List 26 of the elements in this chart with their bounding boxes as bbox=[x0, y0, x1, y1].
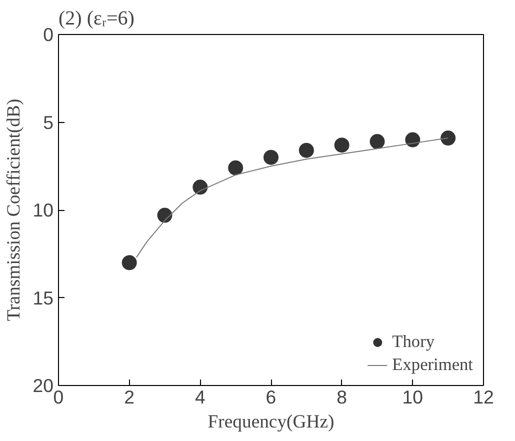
point bbox=[440, 130, 456, 146]
y-tick-label: 10 bbox=[32, 200, 54, 220]
x-axis-title: Frequency(GHz) bbox=[208, 412, 334, 432]
chart-title: (2) (εᵣ=6) bbox=[58, 8, 134, 30]
x-tick-label: 4 bbox=[194, 386, 206, 408]
y-tick-label: 5 bbox=[43, 112, 54, 133]
point bbox=[228, 160, 244, 176]
point bbox=[157, 208, 172, 223]
y-tick-label: 15 bbox=[32, 287, 54, 308]
legend-label: Experiment bbox=[392, 355, 473, 375]
point bbox=[122, 255, 137, 270]
y-tick-label: 20 bbox=[32, 375, 54, 396]
x-tick-label: 8 bbox=[336, 386, 348, 408]
point bbox=[264, 150, 278, 165]
y-tick-label: 0 bbox=[43, 24, 54, 45]
point bbox=[334, 138, 350, 153]
x-tick-label: 10 bbox=[402, 386, 424, 408]
point bbox=[298, 142, 314, 158]
x-tick-label: 2 bbox=[124, 386, 135, 408]
legend-label: Thory bbox=[392, 332, 435, 352]
x-tick-label: 12 bbox=[473, 386, 494, 408]
point bbox=[192, 180, 208, 195]
x-tick-label: 6 bbox=[266, 386, 276, 408]
point bbox=[370, 134, 385, 150]
point bbox=[405, 132, 420, 148]
y-axis-title: Transmission Coefficient(dB) bbox=[4, 98, 25, 322]
